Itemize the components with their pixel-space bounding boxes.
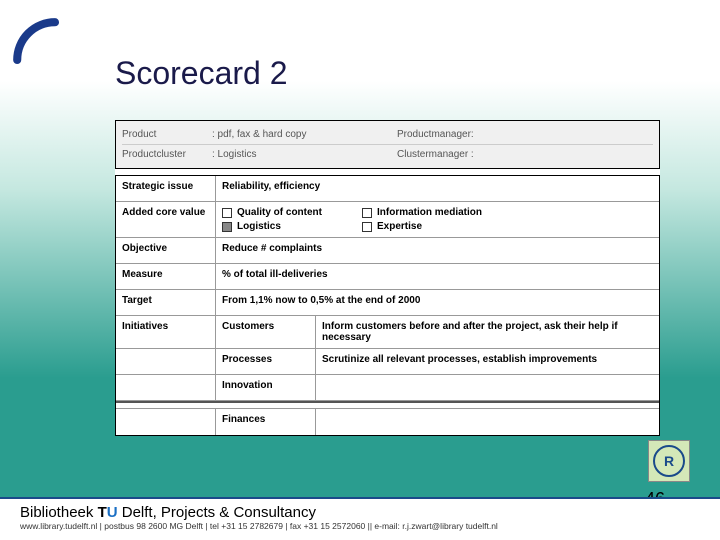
measure-value: % of total ill-deliveries <box>216 264 659 289</box>
check-quality: Quality of content <box>222 207 322 218</box>
footer-title: Bibliotheek TU Delft, Projects & Consult… <box>20 504 708 521</box>
product-row-1: Product : pdf, fax & hard copy Productma… <box>122 125 653 144</box>
product-value: : pdf, fax & hard copy <box>212 129 397 140</box>
strategic-label: Strategic issue <box>116 176 216 201</box>
check-expertise: Expertise <box>362 221 482 232</box>
check-quality-label: Quality of content <box>237 207 322 218</box>
strategic-value: Reliability, efficiency <box>216 176 659 201</box>
added-checks: Quality of content Logistics Information… <box>216 202 659 237</box>
check-info: Information mediation <box>362 207 482 218</box>
seal-icon: R <box>653 445 685 477</box>
product-row-2: Productcluster : Logistics Clustermanage… <box>122 144 653 164</box>
cluster-manager-value <box>507 149 653 160</box>
check-info-label: Information mediation <box>377 207 482 218</box>
checkbox-icon <box>362 208 372 218</box>
check-logistics: Logistics <box>222 221 322 232</box>
row-strategic: Strategic issue Reliability, efficiency <box>116 176 659 202</box>
table-divider <box>116 401 659 409</box>
row-target: Target From 1,1% now to 0,5% at the end … <box>116 290 659 316</box>
product-info-box: Product : pdf, fax & hard copy Productma… <box>115 120 660 169</box>
cluster-manager-label: Clustermanager : <box>397 149 507 160</box>
row-processes: Processes Scrutinize all relevant proces… <box>116 349 659 375</box>
checkbox-icon <box>222 208 232 218</box>
objective-label: Objective <box>116 238 216 263</box>
footer-t: T <box>98 504 107 521</box>
seal-badge: R <box>648 440 690 482</box>
row-customers: Initiatives Customers Inform customers b… <box>116 316 659 349</box>
footer-u: U <box>107 504 118 521</box>
check-logistics-label: Logistics <box>237 221 281 232</box>
target-value: From 1,1% now to 0,5% at the end of 2000 <box>216 290 659 315</box>
cluster-label: Productcluster <box>122 149 212 160</box>
innovation-value <box>316 375 659 400</box>
footer-contact: www.library.tudelft.nl | postbus 98 2600… <box>20 521 708 532</box>
product-label: Product <box>122 129 212 140</box>
check-expertise-label: Expertise <box>377 221 422 232</box>
row-objective: Objective Reduce # complaints <box>116 238 659 264</box>
checkbox-icon <box>362 222 372 232</box>
footer: Bibliotheek TU Delft, Projects & Consult… <box>0 497 720 540</box>
row-finances: Finances <box>116 409 659 435</box>
logo-arc <box>10 15 100 105</box>
customers-label: Customers <box>216 316 316 348</box>
row-measure: Measure % of total ill-deliveries <box>116 264 659 290</box>
finances-value <box>316 409 659 435</box>
customers-value: Inform customers before and after the pr… <box>316 316 659 348</box>
product-manager-label: Productmanager: <box>397 129 507 140</box>
innovation-label: Innovation <box>216 375 316 400</box>
checkbox-icon <box>222 222 232 232</box>
added-label: Added core value <box>116 202 216 237</box>
scorecard-container: Product : pdf, fax & hard copy Productma… <box>115 120 660 436</box>
finances-label: Finances <box>216 409 316 435</box>
row-added-value: Added core value Quality of content Logi… <box>116 202 659 238</box>
processes-value: Scrutinize all relevant processes, estab… <box>316 349 659 374</box>
objective-value: Reduce # complaints <box>216 238 659 263</box>
footer-rest: Delft, Projects & Consultancy <box>118 504 316 521</box>
initiatives-blank-3 <box>116 409 216 435</box>
initiatives-blank-2 <box>116 375 216 400</box>
scorecard-table: Strategic issue Reliability, efficiency … <box>115 175 660 436</box>
initiatives-label: Initiatives <box>116 316 216 348</box>
slide-title: Scorecard 2 <box>115 55 288 92</box>
row-innovation: Innovation <box>116 375 659 401</box>
target-label: Target <box>116 290 216 315</box>
processes-label: Processes <box>216 349 316 374</box>
product-manager-value <box>507 129 653 140</box>
measure-label: Measure <box>116 264 216 289</box>
cluster-value: : Logistics <box>212 149 397 160</box>
footer-lib: Bibliotheek <box>20 504 98 521</box>
initiatives-blank-1 <box>116 349 216 374</box>
